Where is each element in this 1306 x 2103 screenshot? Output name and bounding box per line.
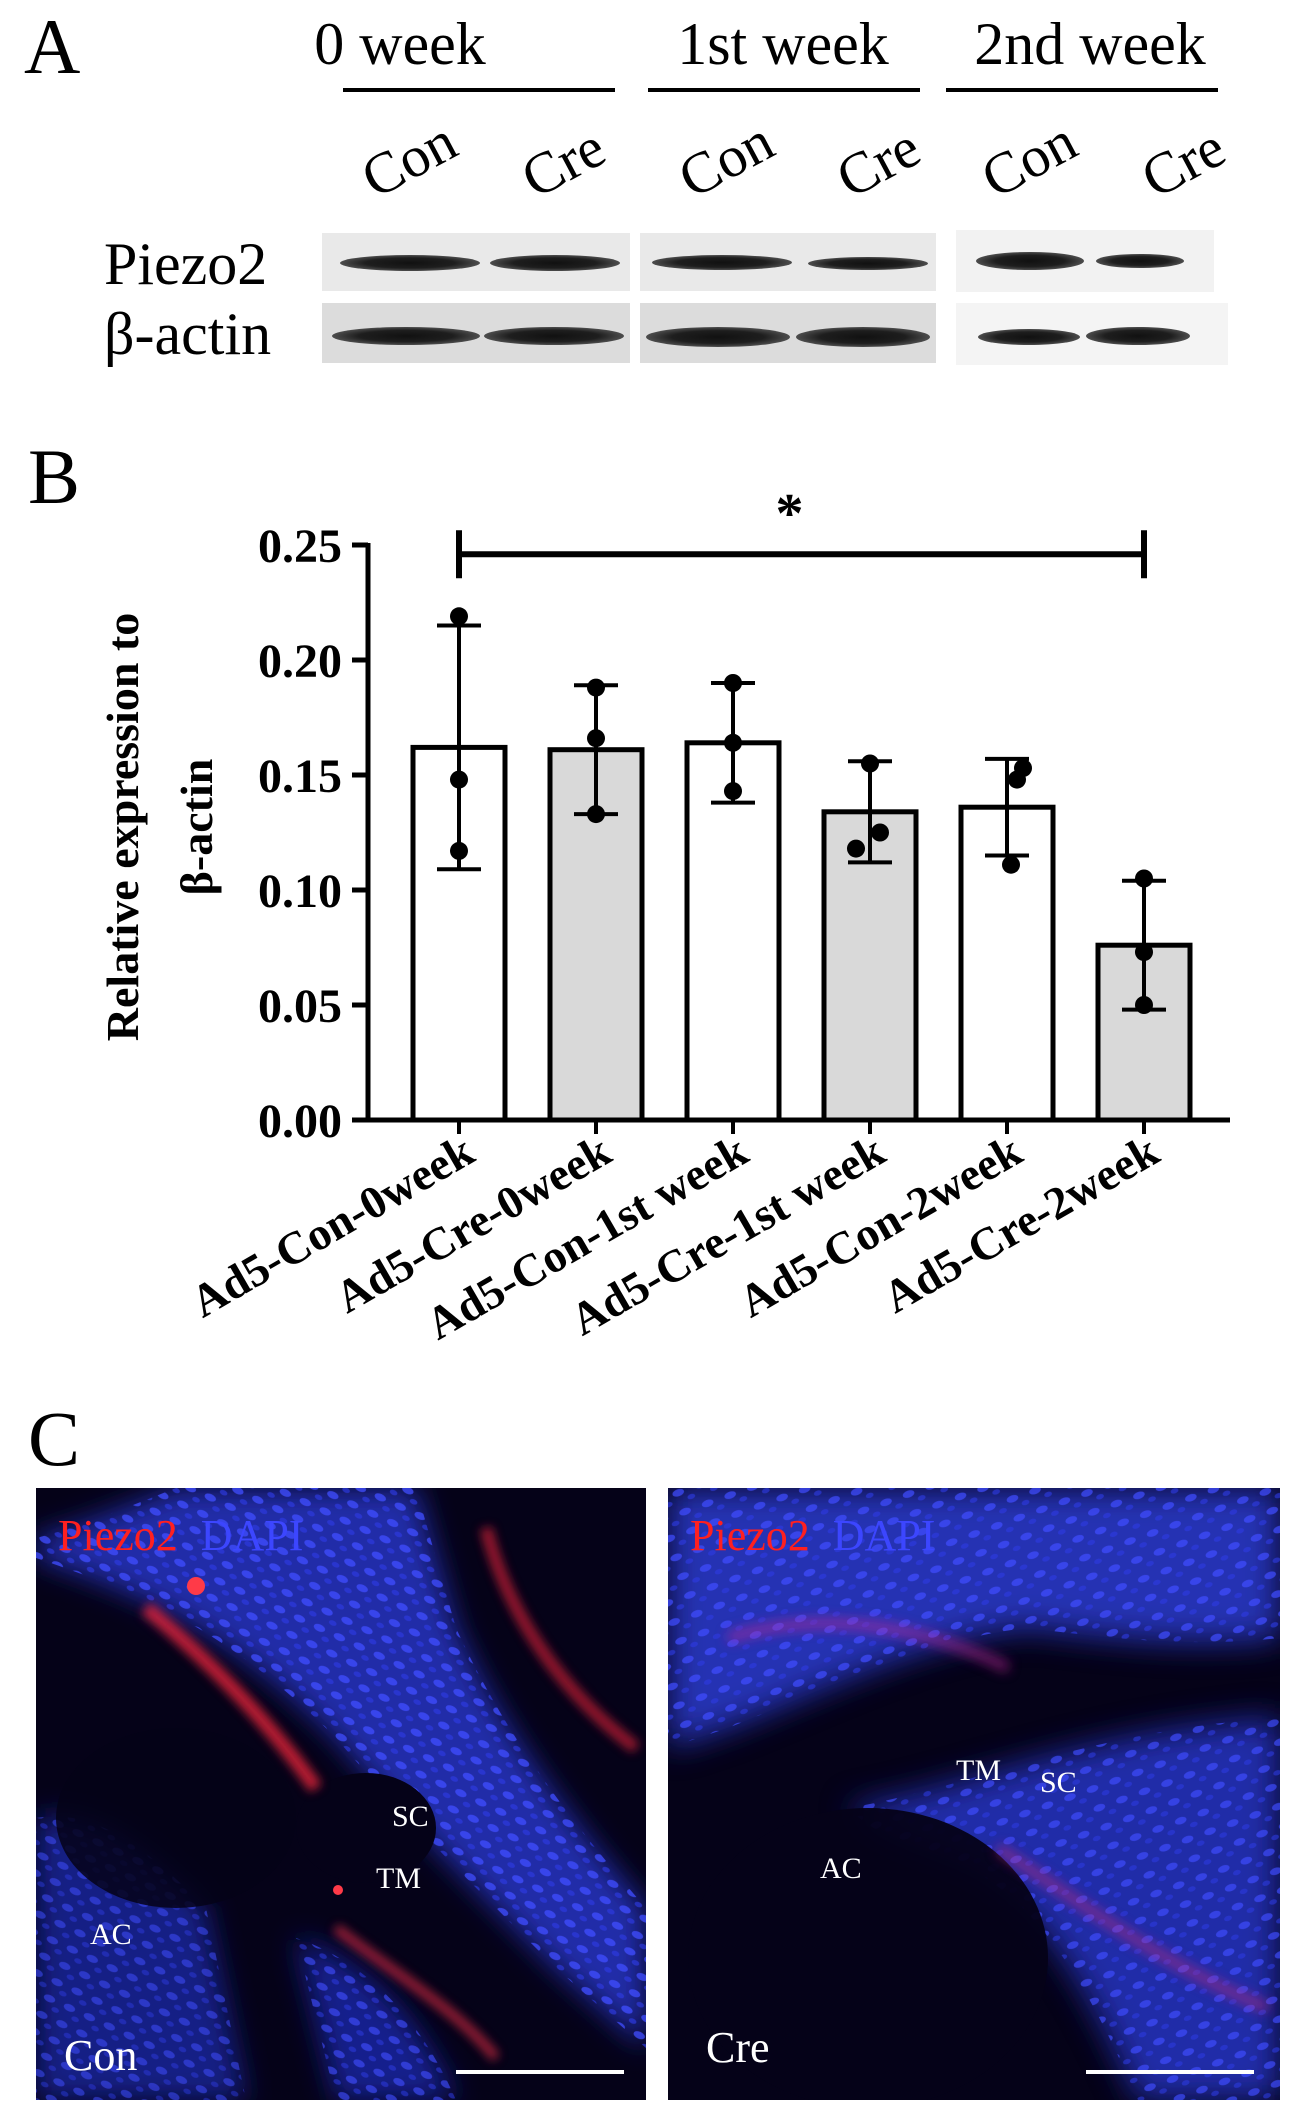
stain-label-piezo2: Piezo2: [690, 1511, 810, 1560]
blot-strip-piezo2-0week: [322, 233, 630, 291]
blot-row-label-piezo2: Piezo2: [104, 231, 268, 297]
y-tick-label: 0.20: [258, 635, 342, 688]
blot-band: [340, 255, 480, 271]
data-point: [1135, 943, 1153, 962]
micrograph-con-image: [36, 1488, 646, 2100]
data-point: [1135, 869, 1153, 888]
blot-band: [796, 327, 930, 347]
data-point: [861, 754, 879, 773]
micrograph-cre-image: [668, 1488, 1280, 2100]
blot-band: [490, 255, 620, 271]
label-sc: SC: [1040, 1766, 1077, 1799]
blot-strip-actin-1st-week: [640, 303, 936, 363]
blot-band: [1086, 327, 1190, 345]
blot-band: [976, 252, 1084, 270]
panel-label-c: C: [28, 1395, 81, 1482]
blot-group-label-0week: 0 week: [314, 11, 486, 77]
stain-legend: Piezo2 DAPI: [690, 1514, 935, 1558]
data-point: [724, 782, 742, 801]
blot-row-label-beta-actin: β-actin: [104, 301, 272, 367]
blot-lane-label: Cre: [1130, 113, 1236, 211]
condition-label-cre: Cre: [706, 2023, 770, 2072]
label-tm: TM: [376, 1862, 421, 1895]
bar: [684, 740, 782, 1123]
micrograph-cre: Piezo2 DAPI TM SC AC Cre: [668, 1488, 1280, 2100]
blot-strip-actin-0week: [322, 303, 630, 363]
data-point: [587, 729, 605, 748]
stain-label-dapi: DAPI: [832, 1511, 936, 1560]
blot-group-rule: [946, 88, 1218, 92]
blot-lane-label: Con: [350, 107, 467, 211]
label-ac: AC: [90, 1918, 132, 1951]
bar-chart: Relative expression to β-actin 0.00 0.05 0…: [97, 483, 1230, 1349]
label-ac: AC: [820, 1852, 862, 1885]
data-point: [724, 733, 742, 752]
blot-group-rule: [648, 88, 920, 92]
data-point: [587, 678, 605, 697]
blot-strip-actin-2nd-week: [956, 303, 1228, 365]
blot-band: [1096, 254, 1184, 268]
blot-band: [484, 327, 624, 345]
panel-label-b: B: [28, 433, 81, 520]
data-point: [1135, 996, 1153, 1014]
data-point: [587, 805, 605, 824]
label-sc: SC: [392, 1800, 429, 1833]
blot-strip-piezo2-1st-week: [640, 233, 936, 291]
significance-label: *: [776, 483, 804, 545]
y-tick-label: 0.05: [258, 980, 342, 1033]
blot-lane-label: Con: [970, 107, 1087, 211]
blot-band: [332, 327, 480, 345]
blot-band: [978, 329, 1080, 345]
data-point: [450, 607, 468, 626]
stain-label-piezo2: Piezo2: [58, 1511, 178, 1560]
panel-label-a: A: [24, 3, 81, 90]
scale-bar: [1086, 2070, 1254, 2074]
label-tm: TM: [956, 1754, 1001, 1787]
data-point: [847, 839, 865, 858]
y-axis-title-line1: Relative expression to: [97, 613, 148, 1041]
blot-band: [808, 257, 928, 270]
blot-lane-label: Cre: [510, 113, 616, 211]
blot-group-label-1st-week: 1st week: [677, 11, 889, 77]
y-tick-label: 0.00: [258, 1095, 342, 1148]
scale-bar: [456, 2070, 624, 2074]
data-point: [450, 841, 468, 860]
blot-band: [646, 327, 790, 347]
blot-strip-piezo2-2nd-week: [956, 230, 1214, 292]
y-axis-title: Relative expression to β-actin: [97, 613, 222, 1041]
micrograph-con: Piezo2 DAPI SC TM AC Con: [36, 1488, 646, 2100]
condition-label-con: Con: [64, 2031, 138, 2080]
blot-band: [652, 255, 792, 270]
blot-group-label-2nd-week: 2nd week: [974, 11, 1206, 77]
y-tick-label: 0.10: [258, 865, 342, 918]
y-tick-label: 0.25: [258, 520, 342, 573]
y-axis-title-line2: β-actin: [171, 759, 222, 896]
blot-lane-label: Cre: [825, 113, 931, 211]
data-point: [724, 674, 742, 692]
blot-group-rule: [343, 88, 615, 92]
y-tick-label: 0.15: [258, 750, 342, 803]
data-point: [1002, 855, 1020, 874]
data-point: [1008, 770, 1026, 789]
stain-legend: Piezo2 DAPI: [58, 1514, 303, 1558]
data-point: [450, 770, 468, 789]
stain-label-dapi: DAPI: [200, 1511, 304, 1560]
blot-lane-label: Con: [667, 107, 784, 211]
data-point: [871, 823, 889, 842]
